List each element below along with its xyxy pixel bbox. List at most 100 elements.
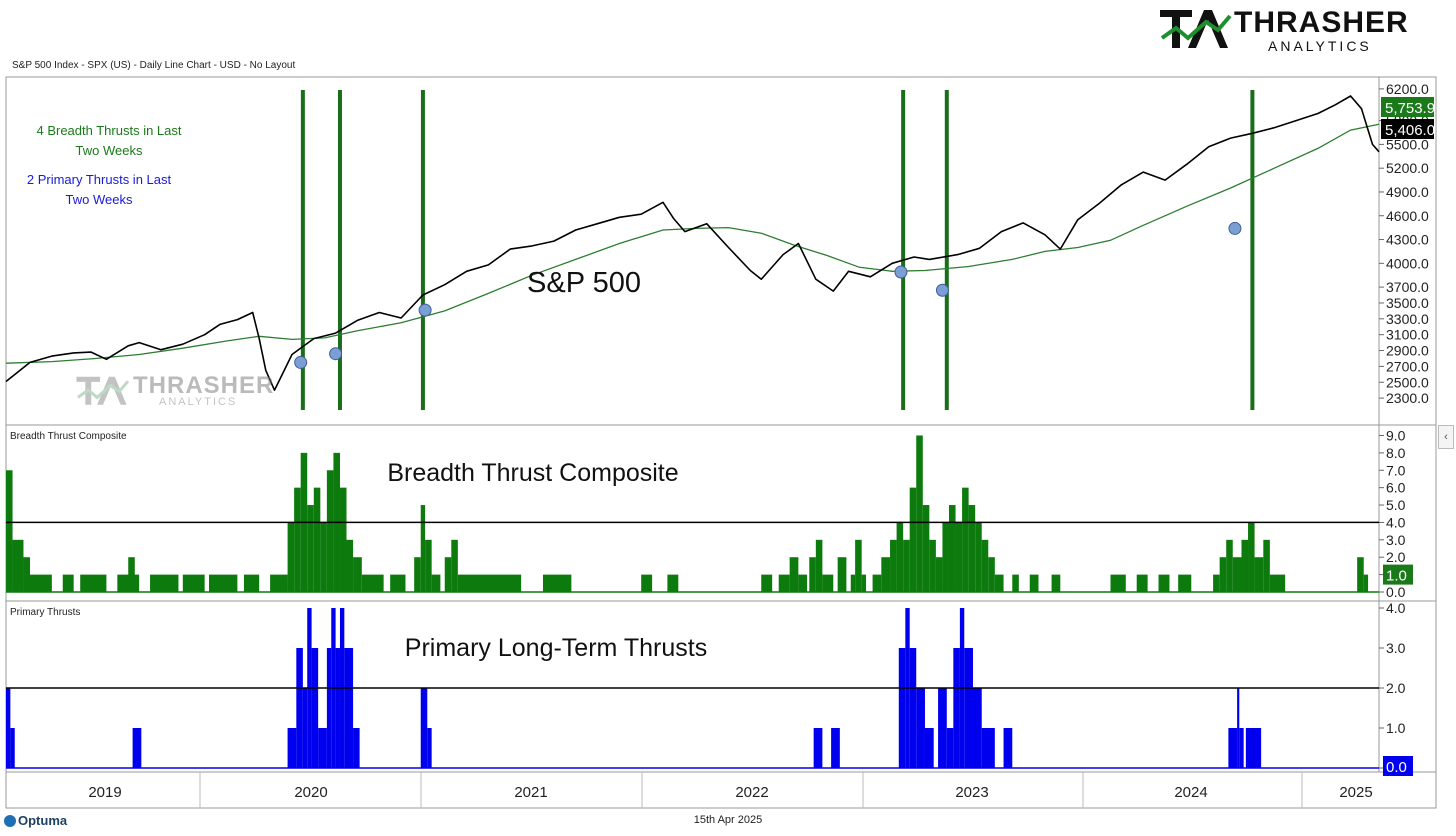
breadth-annotation: 4 Breadth Thrusts in Last Two Weeks bbox=[14, 121, 204, 161]
breadth-y-tick-label: 4.0 bbox=[1386, 514, 1406, 530]
price-y-tick-label: 2500.0 bbox=[1386, 374, 1429, 390]
breadth-chart-title: Breadth Thrust Composite bbox=[387, 459, 678, 487]
x-tick-label-2025: 2025 bbox=[1339, 784, 1372, 801]
breadth-panel-label: Breadth Thrust Composite bbox=[10, 431, 127, 442]
breadth-bar bbox=[425, 539, 432, 592]
thrust-marker bbox=[1228, 221, 1242, 235]
x-tick-label-2020: 2020 bbox=[294, 784, 327, 801]
price-y-tick-label: 3300.0 bbox=[1386, 311, 1429, 327]
breadth-bar bbox=[1232, 557, 1242, 592]
breadth-bar bbox=[1029, 574, 1039, 592]
breadth-bar bbox=[1012, 574, 1019, 592]
price-y-tick-label: 6200.0 bbox=[1386, 81, 1429, 97]
breadth-annotation-line2: Two Weeks bbox=[75, 143, 143, 158]
primary-bar bbox=[287, 728, 297, 768]
collapse-panel-button[interactable]: ‹ bbox=[1438, 425, 1454, 449]
primary-bar bbox=[924, 728, 934, 768]
price-y-tick-label: 2300.0 bbox=[1386, 390, 1429, 406]
x-tick-label-2022: 2022 bbox=[735, 784, 768, 801]
primary-bar bbox=[831, 728, 840, 768]
price-y-tick-label: 5500.0 bbox=[1386, 136, 1429, 152]
breadth-bar bbox=[1248, 522, 1255, 592]
ma-value-badge: 5,753.9 bbox=[1385, 100, 1435, 117]
breadth-bar bbox=[431, 574, 441, 592]
primary-bar bbox=[964, 648, 973, 768]
breadth-bar bbox=[23, 557, 31, 592]
breadth-bar bbox=[1263, 539, 1270, 592]
breadth-bar bbox=[641, 574, 653, 592]
breadth-bar bbox=[451, 539, 458, 592]
primary-bar bbox=[1003, 728, 1013, 768]
breadth-y-tick-label: 6.0 bbox=[1386, 480, 1406, 496]
primary-chart-title: Primary Long-Term Thrusts bbox=[405, 634, 707, 662]
breadth-bar bbox=[942, 522, 949, 592]
x-tick-label-2024: 2024 bbox=[1174, 784, 1207, 801]
primary-bar bbox=[946, 728, 954, 768]
breadth-bar bbox=[243, 574, 260, 592]
breadth-bar bbox=[1241, 539, 1249, 592]
breadth-y-tick-label: 0.0 bbox=[1386, 584, 1406, 600]
breadth-bar bbox=[390, 574, 406, 592]
breadth-thrust-line bbox=[901, 90, 906, 410]
thrust-marker bbox=[329, 347, 343, 361]
breadth-bar bbox=[935, 557, 943, 592]
breadth-bar bbox=[916, 435, 923, 592]
watermark-subword: ANALYTICS bbox=[159, 396, 238, 408]
primary-bar bbox=[427, 728, 432, 768]
breadth-bar bbox=[667, 574, 679, 592]
primary-bar bbox=[1239, 728, 1244, 768]
breadth-bar bbox=[12, 539, 24, 592]
breadth-thrust-line bbox=[420, 90, 425, 410]
breadth-bar bbox=[872, 574, 882, 592]
breadth-bar bbox=[948, 505, 956, 592]
thrust-marker bbox=[935, 283, 949, 297]
price-y-tick-label: 4900.0 bbox=[1386, 184, 1429, 200]
primary-bar bbox=[296, 648, 303, 768]
primary-panel-label: Primary Thrusts bbox=[10, 607, 80, 618]
breadth-bar bbox=[903, 539, 910, 592]
breadth-thrust-line bbox=[1250, 90, 1255, 410]
breadth-bar bbox=[890, 539, 897, 592]
breadth-bar bbox=[1136, 574, 1148, 592]
primary-current-badge: 0.0 bbox=[1386, 759, 1407, 776]
x-tick-label-2019: 2019 bbox=[88, 784, 121, 801]
primary-annotation-line2: Two Weeks bbox=[65, 192, 133, 207]
thrust-marker bbox=[294, 355, 308, 369]
footer-date: 15th Apr 2025 bbox=[693, 814, 763, 826]
primary-bar bbox=[916, 688, 925, 768]
breadth-bar bbox=[815, 539, 823, 592]
primary-bar bbox=[1237, 688, 1240, 768]
breadth-bar bbox=[881, 557, 891, 592]
breadth-bar bbox=[294, 487, 301, 592]
primary-bar bbox=[6, 688, 11, 768]
x-tick-label-2021: 2021 bbox=[514, 784, 547, 801]
breadth-bar bbox=[861, 574, 867, 592]
breadth-bar bbox=[850, 574, 856, 592]
breadth-bar bbox=[1219, 557, 1227, 592]
breadth-bar bbox=[896, 522, 904, 592]
price-y-tick-label: 3700.0 bbox=[1386, 279, 1429, 295]
breadth-bar bbox=[361, 574, 384, 592]
primary-bar bbox=[318, 728, 327, 768]
primary-bar bbox=[1245, 728, 1262, 768]
primary-bar bbox=[311, 648, 319, 768]
price-y-tick-label: 3500.0 bbox=[1386, 295, 1429, 311]
primary-bar bbox=[938, 688, 947, 768]
primary-bar bbox=[335, 648, 340, 768]
breadth-current-badge-bg bbox=[1383, 564, 1413, 585]
breadth-bar bbox=[346, 539, 354, 592]
primary-y-tick-label: 3.0 bbox=[1386, 640, 1406, 656]
breadth-bar bbox=[457, 574, 522, 592]
breadth-bar bbox=[542, 574, 572, 592]
primary-current-badge-bg bbox=[1383, 756, 1413, 776]
breadth-bar bbox=[1269, 574, 1286, 592]
breadth-bar bbox=[909, 487, 917, 592]
breadth-bar bbox=[326, 470, 334, 592]
breadth-bar bbox=[994, 574, 1004, 592]
breadth-bar bbox=[855, 539, 862, 592]
primary-bar bbox=[972, 688, 982, 768]
primary-bar bbox=[909, 648, 917, 768]
breadth-y-tick-label: 9.0 bbox=[1386, 427, 1406, 443]
breadth-bar bbox=[30, 574, 52, 592]
